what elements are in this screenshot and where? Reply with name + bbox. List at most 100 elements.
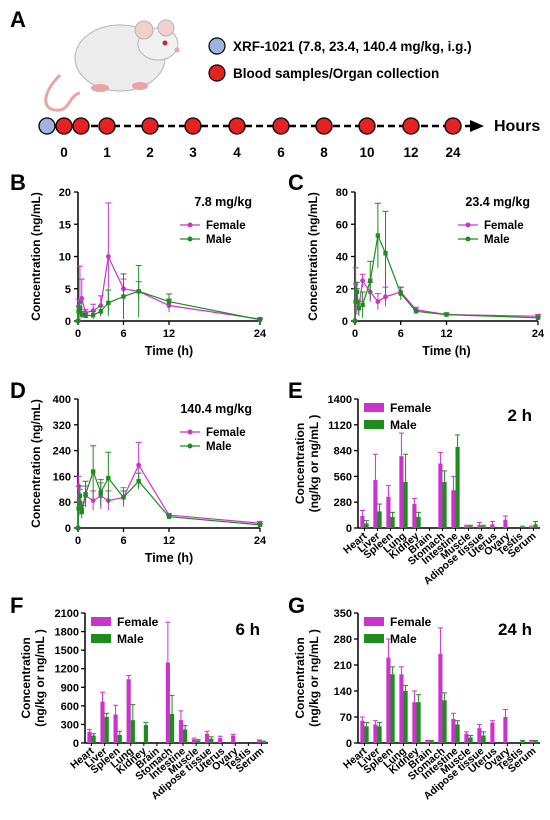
data-point	[354, 289, 360, 295]
panel-g-chart: G 0 70 140 210 280 350 Concentration(ng/kg or n…	[288, 593, 540, 802]
data-point	[352, 318, 358, 324]
bar-male	[390, 674, 395, 743]
bar-male	[169, 713, 175, 743]
y-tick-label: 0	[65, 523, 71, 535]
bar-female	[360, 516, 365, 528]
legend-marker	[465, 222, 471, 228]
data-point	[136, 462, 142, 468]
bar-male	[416, 702, 421, 743]
y-tick-label: 600	[61, 701, 79, 713]
bar-female	[451, 490, 456, 528]
data-point	[98, 303, 104, 308]
series-male	[75, 445, 263, 531]
data-point	[444, 312, 449, 317]
bar-male	[481, 735, 486, 743]
bar-female	[477, 525, 482, 528]
x-tick-label: 12	[440, 328, 452, 340]
legend-marker	[187, 429, 193, 435]
y-tick-label: 80	[59, 497, 71, 509]
panel-label: F	[10, 593, 23, 618]
timeline-tick-label: 1	[103, 145, 111, 160]
bar-female	[218, 738, 223, 743]
panel-c-chart: C 0 20 40 60 80 0 6 12 24 Time (h) Concentration (n…	[288, 170, 545, 358]
series-male	[352, 202, 541, 324]
bar-male	[520, 527, 525, 528]
y-tick-label: 10	[59, 252, 71, 264]
data-point	[535, 315, 541, 320]
legend-swatch	[364, 420, 384, 429]
bar-male	[183, 729, 188, 743]
bar-male	[533, 741, 538, 743]
panel-label: B	[10, 170, 26, 195]
data-point	[106, 300, 111, 306]
y-tick-label: 60	[336, 219, 348, 231]
y-tick-label: 1400	[328, 394, 352, 406]
bar-male	[403, 481, 408, 528]
y-axis-label: Concentration (ng/mL)	[29, 399, 43, 528]
bar-male	[209, 738, 214, 743]
data-point	[413, 309, 419, 314]
legend-marker	[187, 236, 193, 242]
timeline-tick-label: 0	[60, 145, 68, 160]
y-tick-label: 1120	[328, 420, 352, 432]
legend-label: Female	[390, 401, 432, 415]
timeline-tick-label: 24	[445, 145, 461, 160]
legend-label: Male	[484, 234, 510, 246]
bar-male	[468, 526, 473, 528]
data-point	[90, 312, 96, 318]
series-line	[354, 233, 539, 322]
timeline-tick-label: 4	[233, 145, 241, 160]
y-tick-label: 560	[334, 471, 352, 483]
bar-male	[377, 511, 382, 528]
timeline-hours-label: Hours	[494, 118, 540, 135]
data-point	[121, 294, 126, 299]
bar-male	[104, 717, 109, 743]
bar-female	[204, 733, 210, 743]
data-point	[356, 305, 362, 311]
legend-swatch	[364, 634, 384, 643]
data-point	[77, 305, 83, 311]
y-tick-label: 280	[334, 634, 352, 646]
y-axis-label-line: Concentration	[19, 637, 33, 718]
bar-male	[196, 740, 201, 743]
bar-female	[438, 653, 443, 743]
bar-female	[490, 722, 495, 743]
bar-male	[390, 516, 395, 528]
x-tick-label: 24	[254, 535, 267, 547]
y-tick-label: 20	[59, 187, 71, 199]
data-point	[353, 299, 358, 304]
bar-male	[130, 720, 135, 743]
y-axis-label-line: (ng/kg or ng/mL )	[33, 629, 47, 727]
y-tick-label: 140	[334, 686, 352, 698]
y-axis-label: Concentration (ng/mL)	[29, 192, 43, 321]
legend-marker	[187, 443, 193, 449]
y-tick-label: 0	[73, 738, 79, 750]
bar-male	[261, 741, 266, 743]
data-point	[75, 525, 81, 531]
panel-a-label: A	[10, 7, 26, 32]
bar-female	[438, 463, 443, 528]
y-axis-label: Concentration (ng/mL)	[306, 192, 320, 321]
data-point	[121, 495, 126, 500]
panel-label: E	[288, 378, 303, 403]
bar-female	[399, 456, 404, 528]
timeline-tick-label: 10	[359, 145, 374, 160]
y-tick-label: 70	[340, 712, 352, 724]
bar-female	[191, 739, 197, 743]
data-point	[90, 498, 96, 503]
data-point	[383, 251, 388, 256]
legend-swatch	[364, 617, 384, 626]
y-tick-label: 0	[65, 316, 71, 328]
y-tick-label: 20	[336, 284, 348, 296]
bar-female	[165, 662, 170, 743]
y-axis-label-line: (ng/kg or ng/mL )	[307, 629, 321, 727]
legend-label: Male	[390, 418, 417, 432]
timeline-marker	[55, 117, 73, 135]
timeline-arrow	[470, 120, 484, 132]
bar-male	[91, 735, 96, 743]
legend-label: Female	[390, 615, 432, 629]
timeline-marker	[444, 117, 462, 135]
bar-female	[386, 496, 391, 528]
bar-male	[533, 524, 538, 528]
